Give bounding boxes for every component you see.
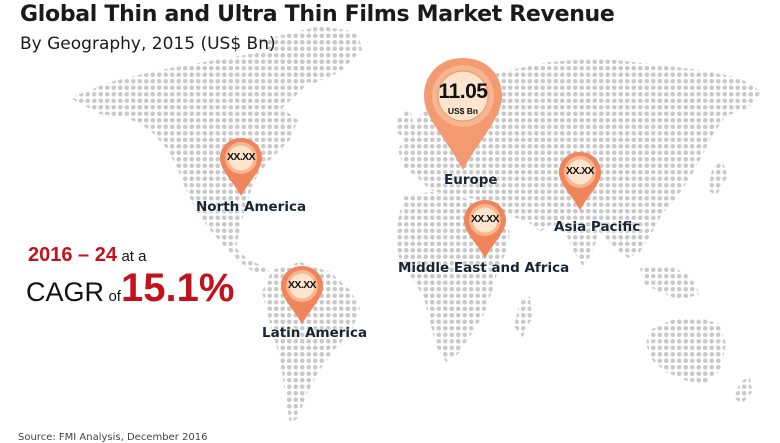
pin-latin-america [281, 266, 323, 324]
region-value: XX.XX [566, 165, 595, 177]
region-label-europe: Europe [444, 172, 498, 188]
region-value: XX.XX [227, 151, 256, 163]
pin-middle-east-africa [464, 200, 506, 258]
region-label-latin-america: Latin America [262, 325, 368, 341]
region-label-north-america: North America [196, 199, 307, 215]
region-value: 11.05 [438, 80, 488, 103]
pin-europe [424, 58, 502, 170]
island-madagascar [514, 296, 532, 338]
cagr-value: 15.1% [120, 266, 235, 310]
region-label-middle-east-africa: Middle East and Africa [398, 260, 570, 276]
pin-asia-pacific [559, 152, 601, 210]
source-note: Source: FMI Analysis, December 2016 [18, 432, 208, 443]
chart-subtitle: By Geography, 2015 (US$ Bn) [20, 34, 276, 54]
pin-value-europe: 11.05 US$ Bn [433, 80, 493, 116]
region-unit: US$ Bn [447, 106, 479, 116]
islands-southeast-asia [640, 266, 700, 300]
region-value: XX.XX [288, 279, 317, 291]
region-label-asia-pacific: Asia Pacific [554, 219, 641, 235]
continent-south-america [262, 262, 360, 424]
chart-title: Global Thin and Ultra Thin Films Market … [20, 2, 615, 27]
continent-australia [646, 318, 726, 384]
cagr-period-line: 2016 – 24 at a [28, 244, 146, 267]
cagr-of: of [108, 288, 121, 305]
pin-north-america [220, 138, 262, 196]
island-new-zealand [734, 376, 752, 404]
island-uk [396, 108, 414, 138]
cagr-at-a: at a [121, 248, 147, 265]
continent-greenland [262, 26, 362, 84]
region-value: XX.XX [471, 213, 500, 225]
cagr-label: CAGR [26, 277, 105, 307]
continent-north-america [70, 52, 318, 274]
cagr-period: 2016 – 24 [28, 244, 117, 266]
cagr-value-line: CAGR of15.1% [26, 266, 234, 311]
island-japan [708, 160, 728, 196]
